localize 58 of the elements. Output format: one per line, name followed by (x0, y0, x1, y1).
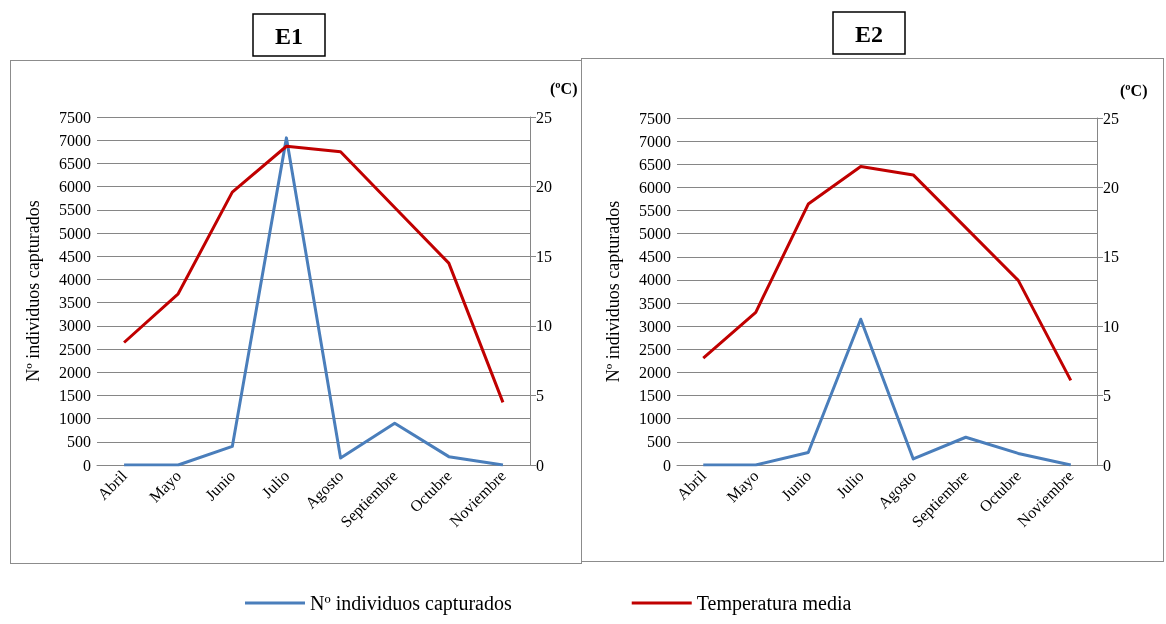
y-tick-label: 6500 (59, 154, 91, 172)
y2-tick-label: 25 (1103, 109, 1119, 127)
y-tick-label: 2000 (59, 363, 91, 381)
y-tick-label: 7000 (639, 132, 671, 150)
y-tick-label: 3500 (639, 294, 671, 312)
y-tick-label: 7000 (59, 131, 91, 149)
y2-axis-title: (ºC) (550, 79, 578, 98)
y-tick-label: 2000 (639, 363, 671, 381)
y2-tick-label: 15 (1103, 248, 1119, 266)
y-tick-label: 5000 (639, 225, 671, 243)
y-tick-label: 7500 (639, 109, 671, 127)
y-tick-label: 5500 (59, 201, 91, 219)
y-tick-label: 2500 (59, 340, 91, 358)
y-tick-label: 0 (663, 456, 671, 474)
y-tick-label: 0 (83, 456, 91, 474)
y2-axis-title: (ºC) (1120, 81, 1148, 100)
y2-tick-label: 5 (1103, 387, 1111, 405)
y-axis-title: Nº individuos capturados (603, 200, 623, 383)
x-tick-label: Julio (832, 466, 867, 501)
legend-label: Temperatura media (696, 592, 852, 615)
y-tick-label: 1500 (59, 386, 91, 404)
y-tick-label: 2500 (639, 340, 671, 358)
y-tick-label: 5000 (59, 224, 91, 242)
y2-tick-label: 25 (536, 108, 552, 126)
y-tick-label: 4000 (59, 270, 91, 288)
y-tick-label: 6000 (639, 178, 671, 196)
y2-tick-label: 5 (536, 386, 544, 404)
y-tick-label: 4500 (639, 248, 671, 266)
y2-tick-label: 0 (1103, 456, 1111, 474)
y-tick-label: 6500 (639, 155, 671, 173)
y2-tick-label: 10 (536, 317, 552, 335)
y2-tick-label: 0 (536, 456, 544, 474)
y-tick-label: 1000 (59, 410, 91, 428)
x-tick-label: Julio (258, 466, 293, 501)
y2-tick-label: 20 (1103, 178, 1119, 196)
y-tick-label: 3000 (639, 317, 671, 335)
line-series (122, 136, 505, 467)
chart-title: E1 (275, 23, 304, 49)
y2-tick-label: 15 (536, 247, 552, 265)
y-tick-label: 4000 (639, 271, 671, 289)
y-tick-label: 3500 (59, 294, 91, 312)
line-series (122, 144, 505, 404)
line-series (701, 165, 1073, 382)
y-tick-label: 7500 (59, 108, 91, 126)
y-tick-label: 500 (67, 433, 91, 451)
y-tick-label: 5500 (639, 202, 671, 220)
y-tick-label: 4500 (59, 247, 91, 265)
legend-label: Nº individuos capturados (310, 592, 512, 615)
line-series (701, 317, 1073, 467)
y-tick-label: 500 (647, 433, 671, 451)
y-tick-label: 1000 (639, 410, 671, 428)
y2-tick-label: 10 (1103, 317, 1119, 335)
y-tick-label: 6000 (59, 178, 91, 196)
chart-title: E2 (855, 21, 884, 47)
y-tick-label: 3000 (59, 317, 91, 335)
y-axis-title: Nº individuos capturados (23, 200, 43, 382)
y-tick-label: 1500 (639, 387, 671, 405)
y2-tick-label: 20 (536, 178, 552, 196)
